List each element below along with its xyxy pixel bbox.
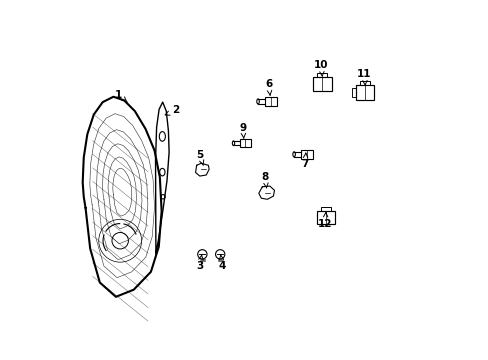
Text: 1: 1 — [115, 90, 127, 102]
Text: 11: 11 — [357, 68, 371, 85]
Text: 10: 10 — [313, 60, 328, 76]
Text: 8: 8 — [261, 172, 268, 188]
Text: 2: 2 — [165, 105, 179, 115]
Bar — [239, 139, 250, 148]
Text: 7: 7 — [301, 153, 308, 169]
Bar — [316, 211, 334, 224]
Bar — [360, 81, 369, 85]
Text: 3: 3 — [196, 255, 203, 271]
Bar — [352, 88, 356, 97]
Text: 9: 9 — [239, 123, 246, 139]
Text: 4: 4 — [218, 255, 225, 271]
Bar — [264, 97, 276, 106]
Bar — [317, 73, 327, 77]
Bar — [321, 207, 330, 211]
Bar — [312, 77, 331, 91]
Text: 12: 12 — [317, 212, 332, 229]
Bar — [301, 149, 312, 159]
Bar — [356, 85, 373, 100]
Text: 6: 6 — [264, 79, 272, 95]
Text: 5: 5 — [196, 150, 203, 166]
